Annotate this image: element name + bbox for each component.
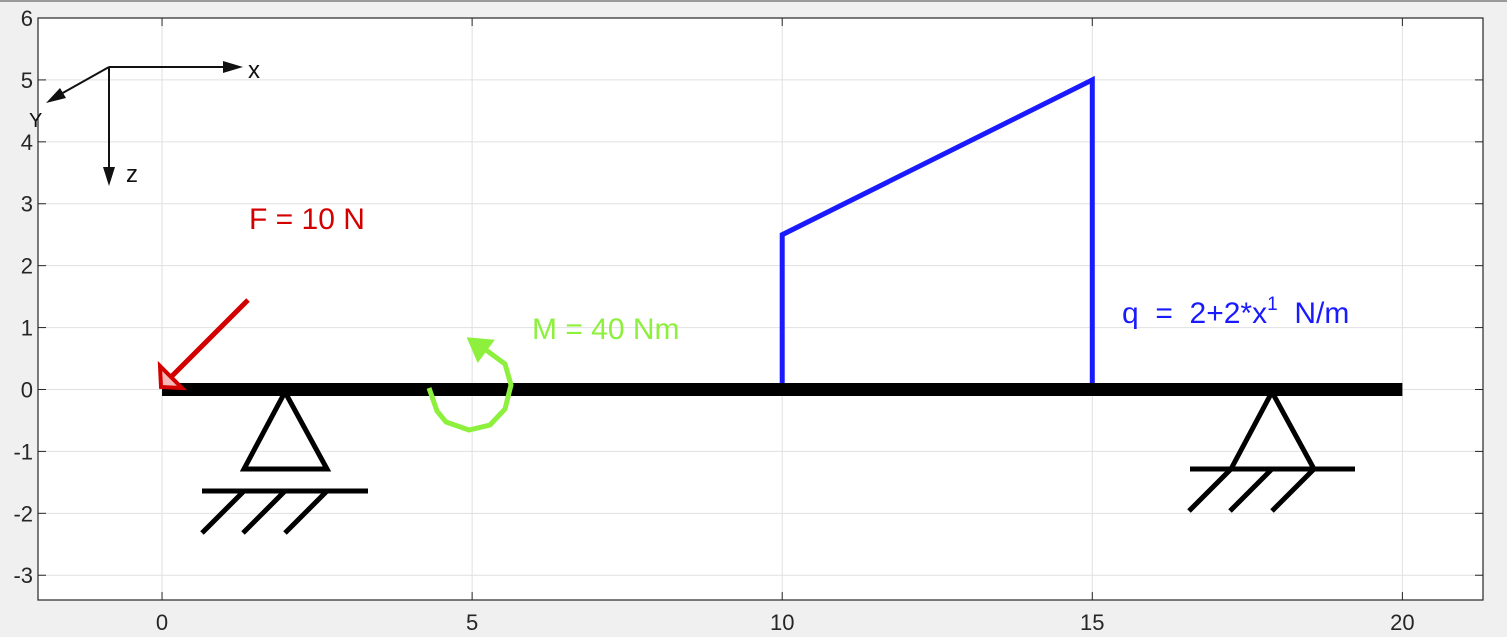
- point-force: F = 10 N: [157, 203, 365, 391]
- axes-background: [38, 18, 1483, 600]
- y-tick-label: 4: [21, 130, 33, 155]
- y-tick-label: 6: [21, 6, 33, 31]
- y-tick-label: -1: [13, 439, 33, 464]
- y-tick-label: -2: [13, 501, 33, 526]
- x-tick-label: 10: [770, 610, 794, 635]
- force-arrow-shaft: [166, 298, 250, 382]
- moment-arrow-head: [466, 337, 495, 363]
- y-axis-label: Y: [29, 110, 42, 132]
- y-tick-label: -3: [13, 563, 33, 588]
- x-axis-label: x: [248, 57, 260, 84]
- z-axis-arrow-head: [103, 167, 115, 186]
- moment: M = 40 Nm: [426, 313, 680, 433]
- coordinate-system: x z Y: [29, 57, 260, 188]
- pin-support: [200, 386, 368, 535]
- axes-box: [37, 17, 1484, 601]
- x-tick-label: 20: [1390, 610, 1414, 635]
- x-tick-labels: 0 5 10 15 20: [156, 610, 1415, 635]
- force-arrow-head: [157, 360, 188, 391]
- y-axis-arrow-head: [46, 88, 66, 103]
- x-axis-arrow-head: [223, 61, 243, 73]
- distributed-load-label: q = 2+2*x1 N/m: [1122, 294, 1349, 330]
- moment-arc: [426, 347, 514, 433]
- roller-support-hatch: [1228, 467, 1274, 513]
- pin-support-hatch: [283, 489, 329, 535]
- roller-support: [1187, 386, 1355, 513]
- pin-support-triangle: [239, 386, 332, 472]
- pin-support-hatch: [241, 489, 287, 535]
- x-tick-label: 15: [1080, 610, 1104, 635]
- force-label: F = 10 N: [249, 203, 365, 236]
- y-tick-label: 3: [21, 192, 33, 217]
- y-tick-label: 2: [21, 254, 33, 279]
- roller-support-hatch: [1270, 467, 1316, 513]
- roller-support-hatch: [1187, 467, 1233, 513]
- z-axis-label: z: [126, 161, 138, 188]
- moment-label: M = 40 Nm: [532, 313, 680, 346]
- axis-ticks: [38, 17, 1483, 600]
- y-tick-label: 1: [21, 316, 33, 341]
- y-tick-label: 0: [21, 377, 33, 402]
- x-tick-label: 5: [466, 610, 478, 635]
- pin-support-hatch: [200, 489, 246, 535]
- distributed-load-outline: [779, 75, 1095, 390]
- y-tick-labels: 6 5 4 3 2 1 0 -1 -2 -3: [13, 6, 33, 588]
- y-tick-label: 5: [21, 68, 33, 93]
- x-tick-label: 0: [156, 610, 168, 635]
